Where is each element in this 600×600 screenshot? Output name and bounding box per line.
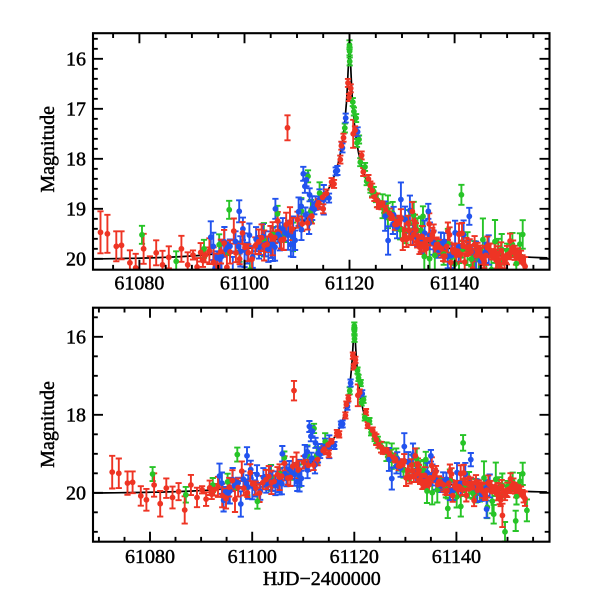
svg-text:16: 16 [66,326,86,348]
svg-text:16: 16 [66,48,86,70]
svg-text:61100: 61100 [228,546,277,568]
svg-text:17: 17 [66,98,86,120]
svg-text:61140: 61140 [430,273,479,295]
svg-text:61120: 61120 [330,546,379,568]
svg-text:19: 19 [66,198,86,220]
svg-text:20: 20 [66,482,86,504]
svg-text:61140: 61140 [432,546,481,568]
svg-text:61100: 61100 [220,273,269,295]
svg-text:Magnitude: Magnitude [37,106,59,193]
svg-text:18: 18 [66,148,86,170]
svg-text:61080: 61080 [114,273,164,295]
svg-text:HJD−2400000: HJD−2400000 [263,568,381,590]
svg-text:20: 20 [66,248,86,270]
svg-text:61080: 61080 [125,546,175,568]
svg-text:61120: 61120 [325,273,374,295]
svg-text:18: 18 [66,404,86,426]
svg-text:Magnitude: Magnitude [37,381,59,468]
